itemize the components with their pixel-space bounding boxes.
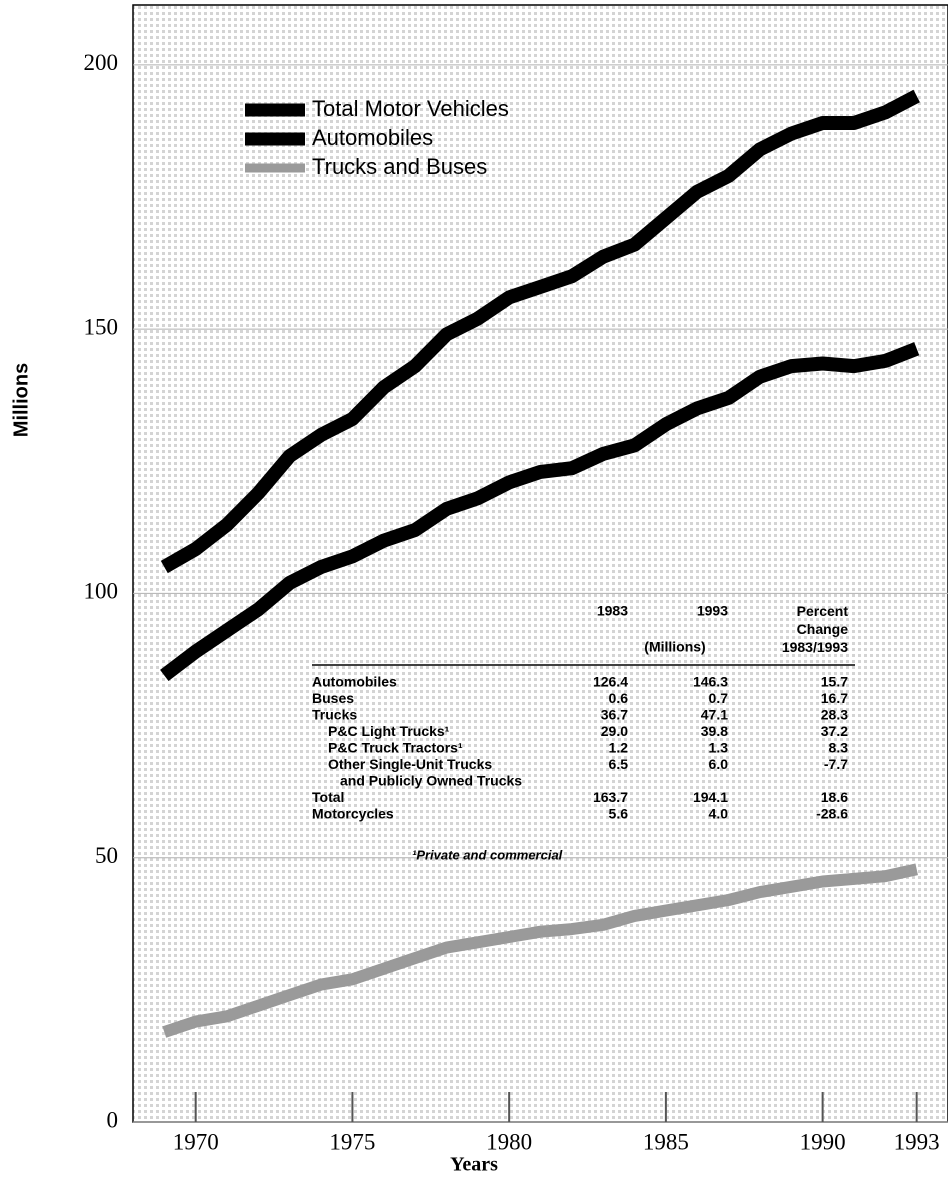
table-cell: 15.7 <box>821 674 848 690</box>
table-row-label: Motorcycles <box>312 806 394 822</box>
y-tick-label: 200 <box>84 50 119 75</box>
x-tick-label: 1990 <box>800 1129 846 1154</box>
table-cell: 36.7 <box>601 707 628 723</box>
table-unit: (Millions) <box>644 639 705 655</box>
table-row-label: P&C Light Trucks¹ <box>328 723 450 739</box>
plot-area <box>132 4 948 1123</box>
table-cell: 39.8 <box>701 723 728 739</box>
table-row-label: Trucks <box>312 707 357 723</box>
table-cell: 126.4 <box>593 674 628 690</box>
table-cell: 4.0 <box>709 806 729 822</box>
line <box>162 863 918 1038</box>
y-tick-label: 0 <box>107 1107 119 1132</box>
line <box>160 342 920 681</box>
table-header: Percent Change 1983/1993 <box>782 603 849 655</box>
table-cell: 5.6 <box>609 806 629 822</box>
line <box>160 89 920 574</box>
y-tick-label: 150 <box>84 314 119 339</box>
table-cell: 6.0 <box>709 756 729 772</box>
table-cell: 8.3 <box>829 740 849 756</box>
table-row-label: P&C Truck Tractors¹ <box>328 740 463 756</box>
y-tick-label: 100 <box>84 579 119 604</box>
table-header: 1993 <box>697 603 728 619</box>
table-header: 1983 <box>597 603 628 619</box>
table-cell: 194.1 <box>693 789 728 805</box>
table-row-label: Buses <box>312 690 354 706</box>
table-cell: 29.0 <box>601 723 628 739</box>
x-tick-label: 1993 <box>894 1129 940 1154</box>
x-axis-label: Years <box>450 1154 498 1176</box>
table-cell: 37.2 <box>821 723 848 739</box>
x-tick-label: 1980 <box>486 1129 532 1154</box>
table-cell: 28.3 <box>821 707 848 723</box>
table-cell: 1.2 <box>609 740 629 756</box>
table-cell: 163.7 <box>593 789 628 805</box>
table-cell: 47.1 <box>701 707 728 723</box>
table-cell: 146.3 <box>693 674 728 690</box>
x-tick-label: 1985 <box>643 1129 689 1154</box>
table-row-label: Other Single-Unit Trucks <box>328 756 492 772</box>
table-cell: -7.7 <box>824 756 848 772</box>
x-tick-label: 1975 <box>329 1129 375 1154</box>
table-cell: -28.6 <box>816 806 848 822</box>
table-row-label: Automobiles <box>312 674 397 690</box>
x-tick-label: 1970 <box>173 1129 219 1154</box>
legend-label: Total Motor Vehicles <box>312 96 509 121</box>
table-cell: 16.7 <box>821 690 848 706</box>
table-footnote: ¹Private and commercial <box>412 847 563 862</box>
table-row-label: and Publicly Owned Trucks <box>340 773 522 789</box>
table-row-label: Total <box>312 789 344 805</box>
legend-label: Automobiles <box>312 125 433 150</box>
table-cell: 0.7 <box>709 690 729 706</box>
table-cell: 18.6 <box>821 789 848 805</box>
legend-label: Trucks and Buses <box>312 154 487 179</box>
table-cell: 1.3 <box>709 740 729 756</box>
y-tick-label: 50 <box>95 843 118 868</box>
table-cell: 6.5 <box>609 756 629 772</box>
table-cell: 0.6 <box>609 690 629 706</box>
y-axis-label: Millions <box>10 363 32 437</box>
